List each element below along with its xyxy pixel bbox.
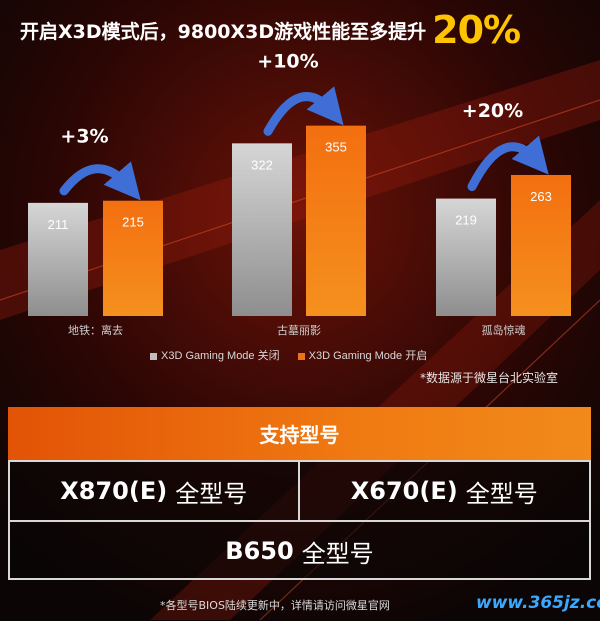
headline-text: 开启X3D模式后，9800X3D游戏性能至多提升 — [20, 20, 427, 43]
category-label-1: 古墓丽影 — [277, 324, 321, 337]
legend-item-off: X3D Gaming Mode 关闭 — [150, 347, 280, 363]
model-suffix: 全型号 — [301, 539, 374, 568]
gain-arrow-0 — [59, 161, 141, 201]
legend-label-off: X3D Gaming Mode 关闭 — [161, 350, 280, 362]
chart-legend: X3D Gaming Mode 关闭 X3D Gaming Mode 开启 — [150, 347, 427, 363]
data-label-off-1: 322 — [251, 157, 273, 172]
data-label-off-0: 211 — [48, 217, 69, 232]
gain-arrow-1 — [263, 86, 344, 136]
models-table: X870(E) 全型号 X670(E) 全型号 B650 全型号 — [8, 460, 591, 580]
model-cell-x670: X670(E) 全型号 — [300, 462, 590, 520]
models-row-1: X870(E) 全型号 X670(E) 全型号 — [10, 462, 589, 522]
model-cell-b650: B650 全型号 — [10, 522, 589, 580]
headline-highlight: 20% — [432, 8, 521, 52]
bar-on-2 — [511, 174, 571, 316]
model-name: X870(E) — [60, 477, 168, 505]
data-label-on-0: 215 — [122, 215, 144, 230]
bar-on-1 — [306, 125, 366, 316]
legend-item-on: X3D Gaming Mode 开启 — [297, 347, 428, 363]
legend-swatch-on — [297, 352, 305, 360]
bar-chart: 211 215 地铁：离去 +3% 322 355 古墓丽影 +10% 219 263 孤岛惊魂 +2… — [28, 51, 571, 337]
category-label-0: 地铁：离去 — [68, 323, 123, 337]
bar-on-0 — [103, 200, 163, 316]
footnote: *各型号BIOS陆续更新中，详情请访问微星官网 — [160, 599, 390, 612]
gain-label-0: +3% — [60, 126, 108, 148]
source-note: *数据源于微星台北实验室 — [420, 371, 559, 385]
model-suffix: 全型号 — [175, 479, 248, 508]
watermark-text: www.365jz.com — [476, 593, 600, 613]
gain-label-2: +20% — [462, 100, 523, 122]
bar-off-0 — [28, 202, 88, 316]
legend-swatch-off — [150, 352, 157, 360]
gain-label-1: +10% — [257, 51, 318, 73]
support-title: 支持型号 — [8, 407, 591, 460]
gain-arrow-2 — [467, 135, 549, 192]
legend-label-on: X3D Gaming Mode 开启 — [308, 350, 428, 362]
bar-off-1 — [232, 143, 292, 316]
model-name: B650 — [225, 537, 294, 565]
data-label-off-2: 219 — [455, 213, 477, 228]
category-label-2: 孤岛惊魂 — [482, 323, 526, 337]
bar-off-2 — [436, 198, 496, 316]
model-name: X670(E) — [350, 477, 458, 505]
headline: 开启X3D模式后，9800X3D游戏性能至多提升 20% — [20, 8, 590, 52]
data-label-on-2: 263 — [530, 189, 552, 204]
model-suffix: 全型号 — [465, 479, 538, 508]
data-label-on-1: 355 — [325, 140, 347, 155]
model-cell-x870: X870(E) 全型号 — [10, 462, 300, 520]
